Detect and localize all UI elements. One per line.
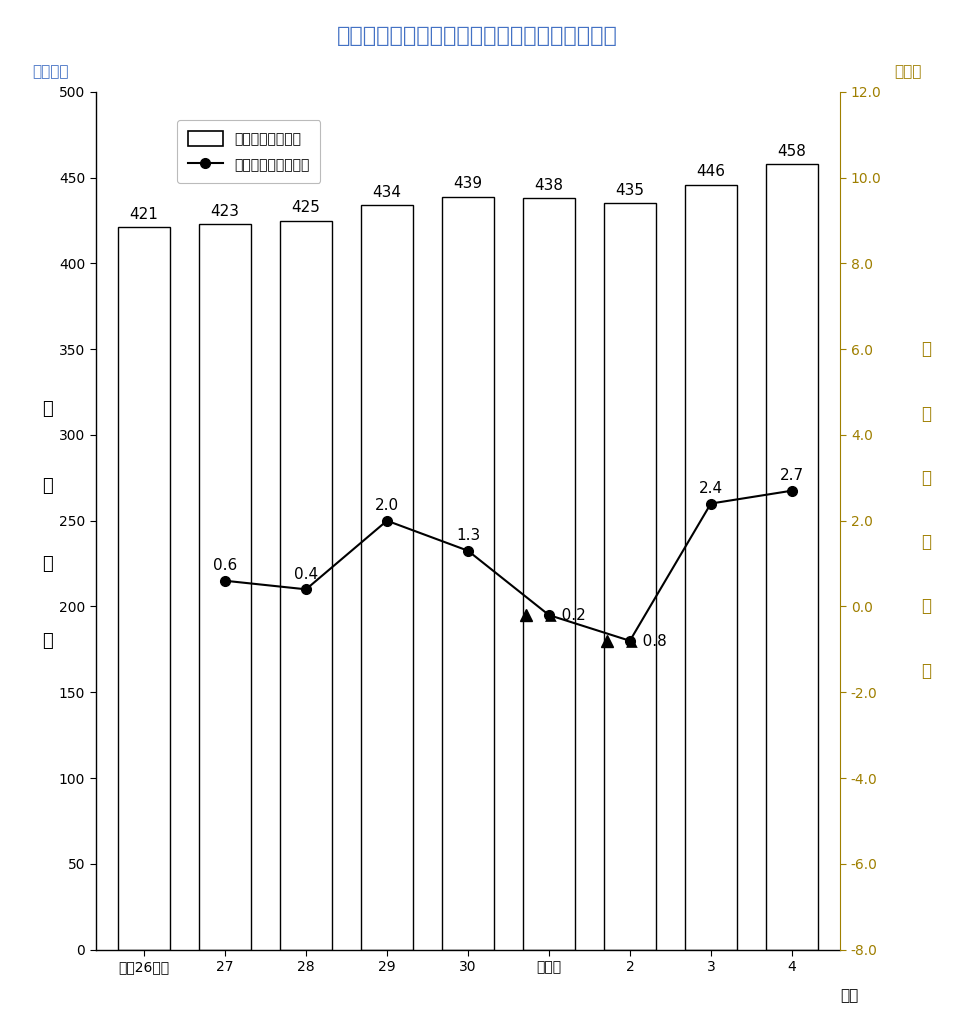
Bar <box>361 205 414 950</box>
Text: 435: 435 <box>615 183 645 198</box>
Text: 446: 446 <box>696 164 726 180</box>
Text: ▲ 0.8: ▲ 0.8 <box>626 633 667 648</box>
Text: 421: 421 <box>130 207 159 223</box>
Bar <box>199 224 251 950</box>
Text: 2.0: 2.0 <box>375 498 399 513</box>
Text: び: び <box>921 597 931 616</box>
Text: 率: 率 <box>921 662 931 680</box>
Text: 2.7: 2.7 <box>779 468 804 483</box>
Text: （％）: （％） <box>894 64 922 79</box>
Text: 0.4: 0.4 <box>294 567 318 582</box>
Text: （第９図）　平均給与及び対前年伸び率の推移: （第９図） 平均給与及び対前年伸び率の推移 <box>337 26 618 46</box>
Text: 434: 434 <box>372 185 401 200</box>
Text: 伸: 伸 <box>921 533 931 551</box>
Text: 423: 423 <box>210 204 240 218</box>
Text: 平: 平 <box>42 400 53 419</box>
Text: 425: 425 <box>291 200 321 215</box>
Text: 0.6: 0.6 <box>213 558 237 573</box>
Text: ▲ 0.2: ▲ 0.2 <box>545 607 585 623</box>
Text: 対: 対 <box>921 340 931 358</box>
Bar <box>441 196 495 950</box>
Bar <box>117 228 170 950</box>
Text: 438: 438 <box>535 178 563 193</box>
Text: 458: 458 <box>777 144 806 159</box>
Text: （万円）: （万円） <box>32 64 69 79</box>
Text: 給: 給 <box>42 554 53 573</box>
Bar <box>685 185 737 950</box>
Text: 前: 前 <box>921 404 931 423</box>
Bar <box>604 203 656 950</box>
Text: 均: 均 <box>42 478 53 495</box>
Text: 2.4: 2.4 <box>699 481 723 496</box>
Bar <box>280 221 332 950</box>
Text: 与: 与 <box>42 632 53 649</box>
Text: 1.3: 1.3 <box>456 528 480 543</box>
Text: 439: 439 <box>454 177 482 191</box>
Bar <box>766 164 818 950</box>
Legend: 平均給与（万円）, 対前年伸び率（％）: 平均給与（万円）, 対前年伸び率（％） <box>177 120 320 183</box>
Text: 年: 年 <box>921 469 931 487</box>
Bar <box>522 198 575 950</box>
Text: 年分: 年分 <box>840 988 859 1003</box>
